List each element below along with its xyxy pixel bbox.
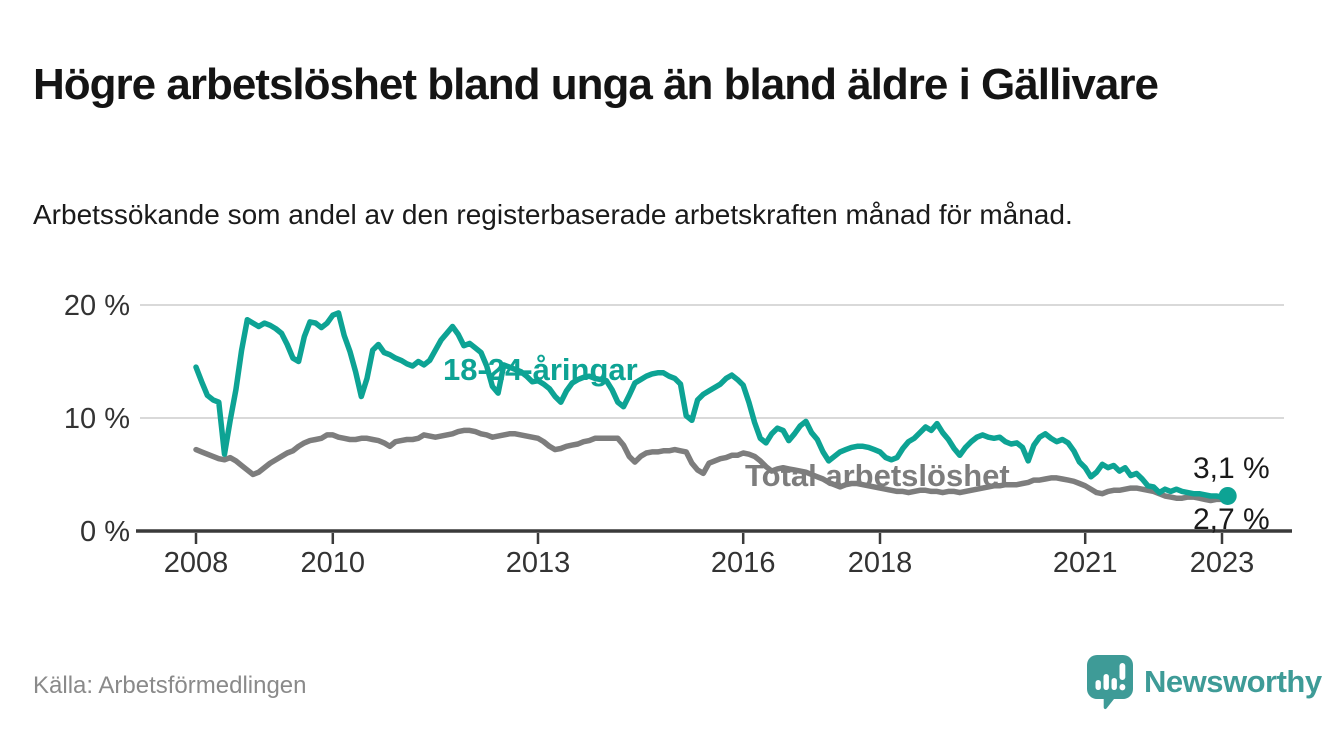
y-axis-label: 10 % [63,403,130,435]
y-axis-label: 0 % [80,516,130,548]
x-axis-label: 2010 [300,547,366,579]
newsworthy-logo: Newsworthy [1086,654,1322,710]
x-axis-label: 2023 [1189,547,1255,579]
newsworthy-logo-icon [1087,655,1133,710]
series-label-total-arbetsloshet: Total arbetslöshet [745,458,1010,493]
x-axis-label: 2013 [505,547,571,579]
x-axis-label: 2021 [1052,547,1118,579]
end-value-18-24: 3,1 % [1193,452,1270,485]
chart-subtitle: Arbetssökande som andel av den registerb… [33,199,1073,230]
x-axis-label: 2008 [163,547,229,579]
end-value-total: 2,7 % [1193,503,1270,536]
x-axis-label: 2016 [710,547,776,579]
series-label-18-24-aringar: 18-24-åringar [443,352,638,387]
y-axis-label: 20 % [63,290,130,322]
x-axis-label: 2018 [847,547,913,579]
newsworthy-logo-text: Newsworthy [1144,664,1322,699]
page-title: Högre arbetslöshet bland unga än bland ä… [33,60,1159,110]
source-text: Källa: Arbetsförmedlingen [33,672,307,699]
